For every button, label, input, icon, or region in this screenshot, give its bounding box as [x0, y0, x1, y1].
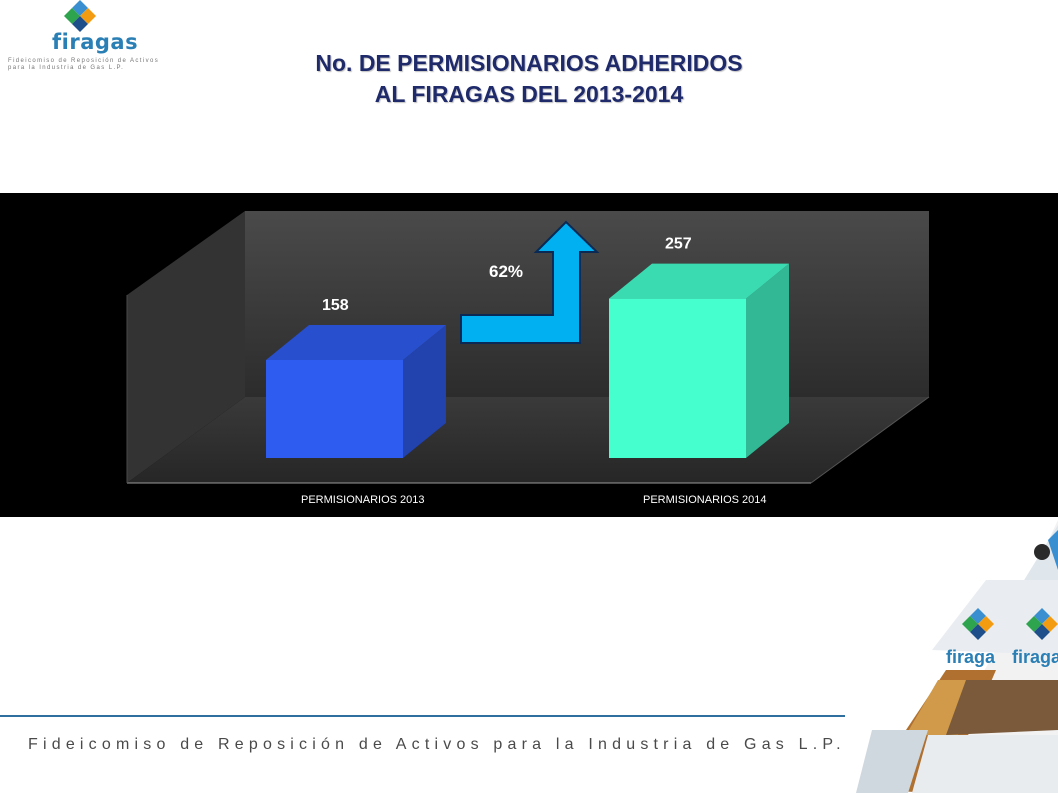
- growth-arrow-icon: [460, 220, 600, 344]
- title-line-1: No. DE PERMISIONARIOS ADHERIDOS: [315, 50, 743, 76]
- logo-tagline-line1: Fideicomiso de Reposición de Activos: [8, 58, 160, 64]
- collage-logo-2: [1026, 608, 1058, 640]
- page-title: No. DE PERMISIONARIOS ADHERIDOS AL FIRAG…: [0, 48, 1058, 110]
- category-label: PERMISIONARIOS 2014: [643, 494, 767, 506]
- labels-layer: 158 PERMISIONARIOS 2013 257 PERMISIONARIOS …: [301, 236, 767, 506]
- bars-layer: [266, 263, 789, 458]
- bar-chart: 158 PERMISIONARIOS 2013 257 PERMISIONARIOS …: [126, 211, 930, 506]
- growth-percent-label: 62%: [489, 262, 523, 281]
- footer-divider: [0, 715, 845, 717]
- bar-side: [403, 325, 446, 458]
- collage-brand-1: firaga: [946, 647, 996, 667]
- logo-wordmark: firagas: [52, 30, 139, 54]
- firagas-logo: firagas Fideicomiso de Reposición de Act…: [8, 0, 158, 72]
- bar-value-label: 257: [665, 236, 692, 253]
- category-label: PERMISIONARIOS 2013: [301, 494, 425, 506]
- collage-logo-1: [962, 608, 994, 640]
- bar: [609, 298, 746, 458]
- bar-value-label: 158: [322, 297, 349, 314]
- bar-top: [266, 325, 446, 361]
- chart-side-wall: [127, 211, 245, 483]
- bar: [266, 360, 403, 458]
- title-line-2: AL FIRAGAS DEL 2013-2014: [374, 81, 684, 107]
- logo-tagline-line2: para la Industria de Gas L.P.: [8, 65, 125, 71]
- chart-panel: 158 PERMISIONARIOS 2013 257 PERMISIONARIOS …: [0, 193, 1058, 517]
- collage-brand-2: firaga: [1012, 647, 1058, 667]
- chart-floor: [127, 397, 929, 483]
- decorative-collage: firaga firaga: [856, 520, 1058, 793]
- logo-diamond-icon: [64, 0, 96, 32]
- logo-tagline: Fideicomiso de Reposición de Activos par…: [8, 58, 159, 72]
- footer-text: Fideicomiso de Reposición de Activos par…: [28, 736, 846, 753]
- bar-top: [609, 263, 789, 299]
- bar-side: [746, 263, 789, 458]
- growth-arrow: 62%: [460, 220, 600, 344]
